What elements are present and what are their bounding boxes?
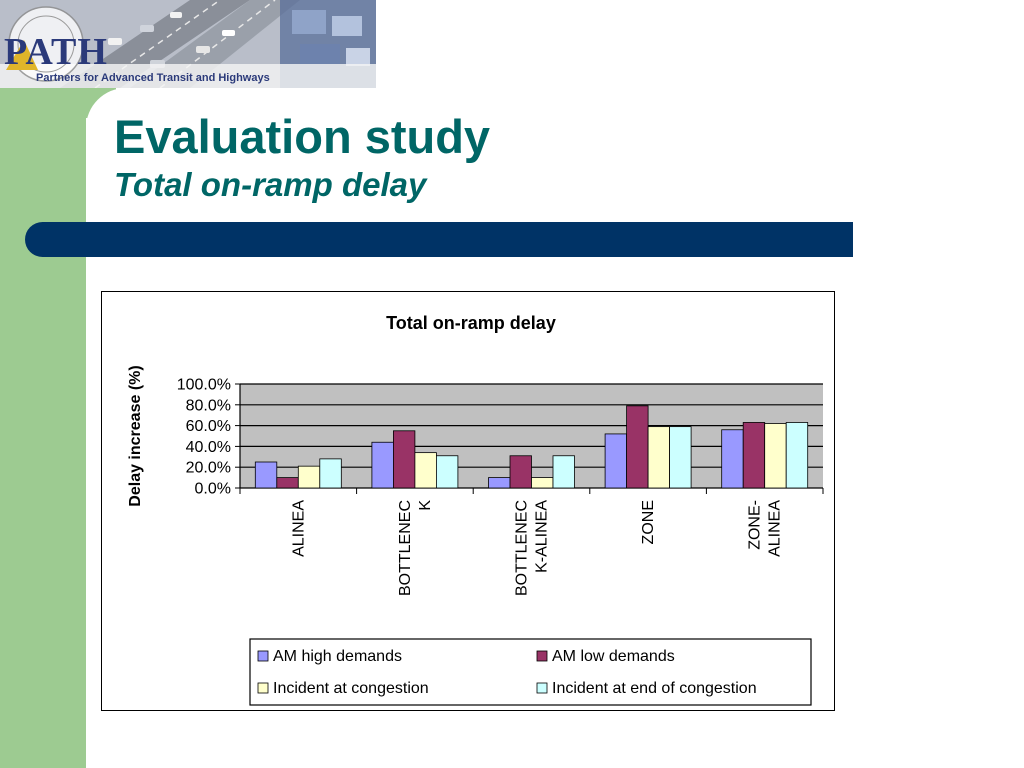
x-category-label: ALINEA [290, 500, 307, 557]
x-category-label: ZONE- [747, 500, 764, 550]
x-category-label: ALINEA [767, 500, 784, 557]
bar [254, 461, 278, 489]
slide-subtitle: Total on-ramp delay [114, 166, 427, 203]
y-tick-label: 0.0% [195, 481, 231, 498]
path-tagline: Partners for Advanced Transit and Highwa… [36, 72, 270, 84]
bar [319, 458, 342, 489]
y-tick-label: 60.0% [186, 418, 231, 435]
bar [626, 405, 649, 489]
legend-label: Incident at end of congestion [552, 680, 757, 697]
bar [669, 426, 692, 489]
x-category-label: K [417, 500, 434, 511]
bar [604, 433, 628, 489]
bar [488, 477, 511, 489]
slide-title: Evaluation study [114, 110, 491, 163]
x-category-label: K-ALINEA [534, 500, 551, 573]
legend-swatch [257, 650, 269, 662]
bar [531, 477, 554, 489]
legend-label: AM high demands [273, 648, 402, 665]
bar [764, 423, 787, 489]
y-tick-label: 100.0% [177, 377, 231, 394]
x-category-label: ZONE [640, 500, 657, 544]
bar [297, 465, 321, 489]
title-rule-bar [25, 222, 853, 257]
bar [371, 441, 394, 489]
y-tick-label: 20.0% [186, 460, 231, 477]
legend-label: AM low demands [552, 648, 675, 665]
x-category-label: BOTTLENEC [397, 500, 414, 596]
bar [721, 429, 744, 489]
bar [276, 477, 299, 489]
bar [509, 455, 532, 489]
bar [552, 455, 575, 489]
legend-swatch [536, 682, 548, 694]
legend-swatch [536, 650, 548, 662]
chart-title: Total on-ramp delay [386, 313, 556, 333]
legend-swatch [257, 682, 269, 694]
bar [435, 455, 459, 489]
bar-chart: Total on-ramp delay Delay increase (%) 0.0… [127, 313, 824, 706]
y-axis-label: Delay increase (%) [127, 365, 144, 506]
bar [414, 452, 437, 489]
x-category-label: BOTTLENEC [514, 500, 531, 596]
bar [392, 430, 416, 489]
legend-label: Incident at congestion [273, 680, 429, 697]
path-header-banner: PATH Partners for Advanced Transit and H… [0, 0, 376, 88]
uc-seal-logo [6, 6, 84, 82]
bar [647, 426, 670, 489]
chart-frame: Total on-ramp delay Delay increase (%) 0.0… [101, 291, 835, 711]
left-accent-band [0, 88, 86, 768]
y-tick-label: 40.0% [186, 439, 231, 456]
bar [785, 422, 809, 489]
bar [742, 422, 766, 489]
path-wordmark: PATH [4, 31, 108, 73]
y-tick-label: 80.0% [186, 397, 231, 414]
legend-box [249, 638, 812, 706]
